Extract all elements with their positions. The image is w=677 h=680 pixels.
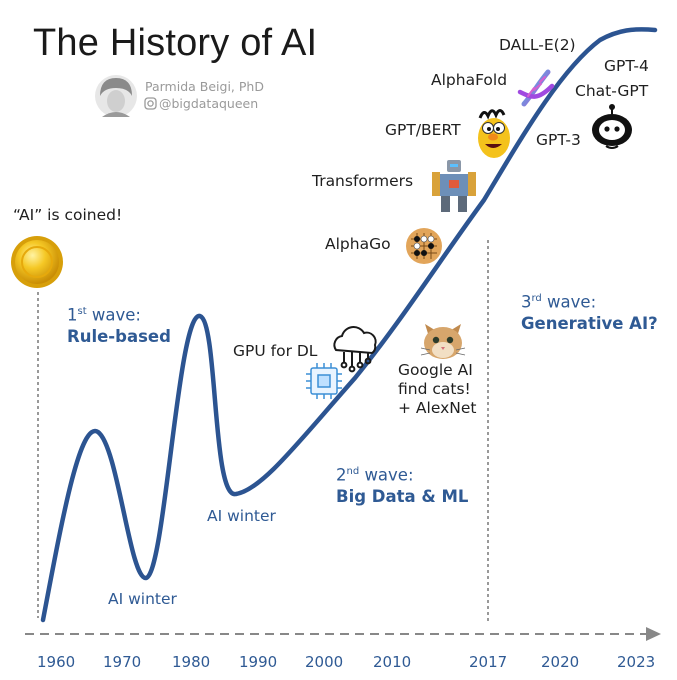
label-chat-gpt: Chat-GPT — [575, 82, 649, 100]
year-label: 2017 — [469, 653, 508, 671]
author-name: Parmida Beigi, PhD — [145, 79, 264, 94]
year-label: 2010 — [373, 653, 412, 671]
wave-1-label: 1st wave: Rule-based — [67, 301, 171, 347]
year-label: 2000 — [305, 653, 344, 671]
wave-2-name: Big Data & ML — [336, 486, 469, 506]
wave-3-number: 3 — [521, 292, 532, 312]
year-label: 1970 — [103, 653, 142, 671]
instagram-icon — [144, 97, 157, 110]
year-label: 1960 — [37, 653, 76, 671]
wave-1-name: Rule-based — [67, 326, 171, 346]
wave-3-word: wave: — [547, 292, 597, 312]
wave-2-word: wave: — [364, 465, 414, 485]
label-transformers: Transformers — [312, 172, 414, 190]
label-gpt-4: GPT-4 — [604, 57, 649, 75]
wave-3-ordinal: rd — [531, 293, 542, 304]
cloud-network-icon — [333, 326, 377, 373]
label-alphago: AlphaGo — [325, 235, 391, 253]
bert-character-icon — [478, 109, 510, 158]
go-board-icon — [406, 228, 442, 264]
ai-history-curve — [40, 27, 658, 623]
year-label: 1990 — [239, 653, 278, 671]
label-dalle: DALL-E(2) — [499, 36, 576, 54]
label-gpt-bert: GPT/BERT — [385, 121, 461, 139]
wave-2-ordinal: nd — [346, 466, 360, 477]
chatbot-icon — [592, 104, 632, 149]
label-ai-winter-1: AI winter — [108, 590, 177, 608]
label-google-ai-line-2: find cats! — [398, 380, 471, 398]
wave-2-number: 2 — [336, 465, 347, 485]
wave-3-label: 3rd wave: Generative AI? — [521, 288, 658, 334]
year-label: 2023 — [617, 653, 656, 671]
cat-icon — [420, 324, 466, 359]
dna-icon — [517, 69, 555, 107]
page-title: The History of AI — [33, 22, 318, 64]
avatar-portrait — [95, 75, 137, 117]
label-gpu-for-dl: GPU for DL — [233, 342, 318, 360]
label-google-ai-line-3: + AlexNet — [398, 399, 477, 417]
label-google-ai-line-1: Google AI — [398, 361, 473, 379]
wave-1-number: 1 — [67, 305, 78, 325]
label-ai-coined: “AI” is coined! — [13, 206, 123, 224]
gpu-chip-icon — [306, 363, 342, 399]
author-handle: @bigdataqueen — [159, 96, 259, 111]
robot-transformer-icon — [432, 160, 476, 212]
wave-1-word: wave: — [91, 305, 141, 325]
year-label: 1980 — [172, 653, 211, 671]
label-alphafold: AlphaFold — [431, 71, 508, 89]
label-ai-winter-2: AI winter — [207, 507, 276, 525]
time-axis-arrowhead — [646, 627, 661, 641]
gold-coin-icon — [11, 236, 63, 288]
wave-3-name: Generative AI? — [521, 313, 658, 333]
wave-1-ordinal: st — [77, 306, 87, 317]
label-gpt-3: GPT-3 — [536, 131, 581, 149]
wave-2-label: 2nd wave: Big Data & ML — [336, 461, 468, 507]
year-label: 2020 — [541, 653, 580, 671]
